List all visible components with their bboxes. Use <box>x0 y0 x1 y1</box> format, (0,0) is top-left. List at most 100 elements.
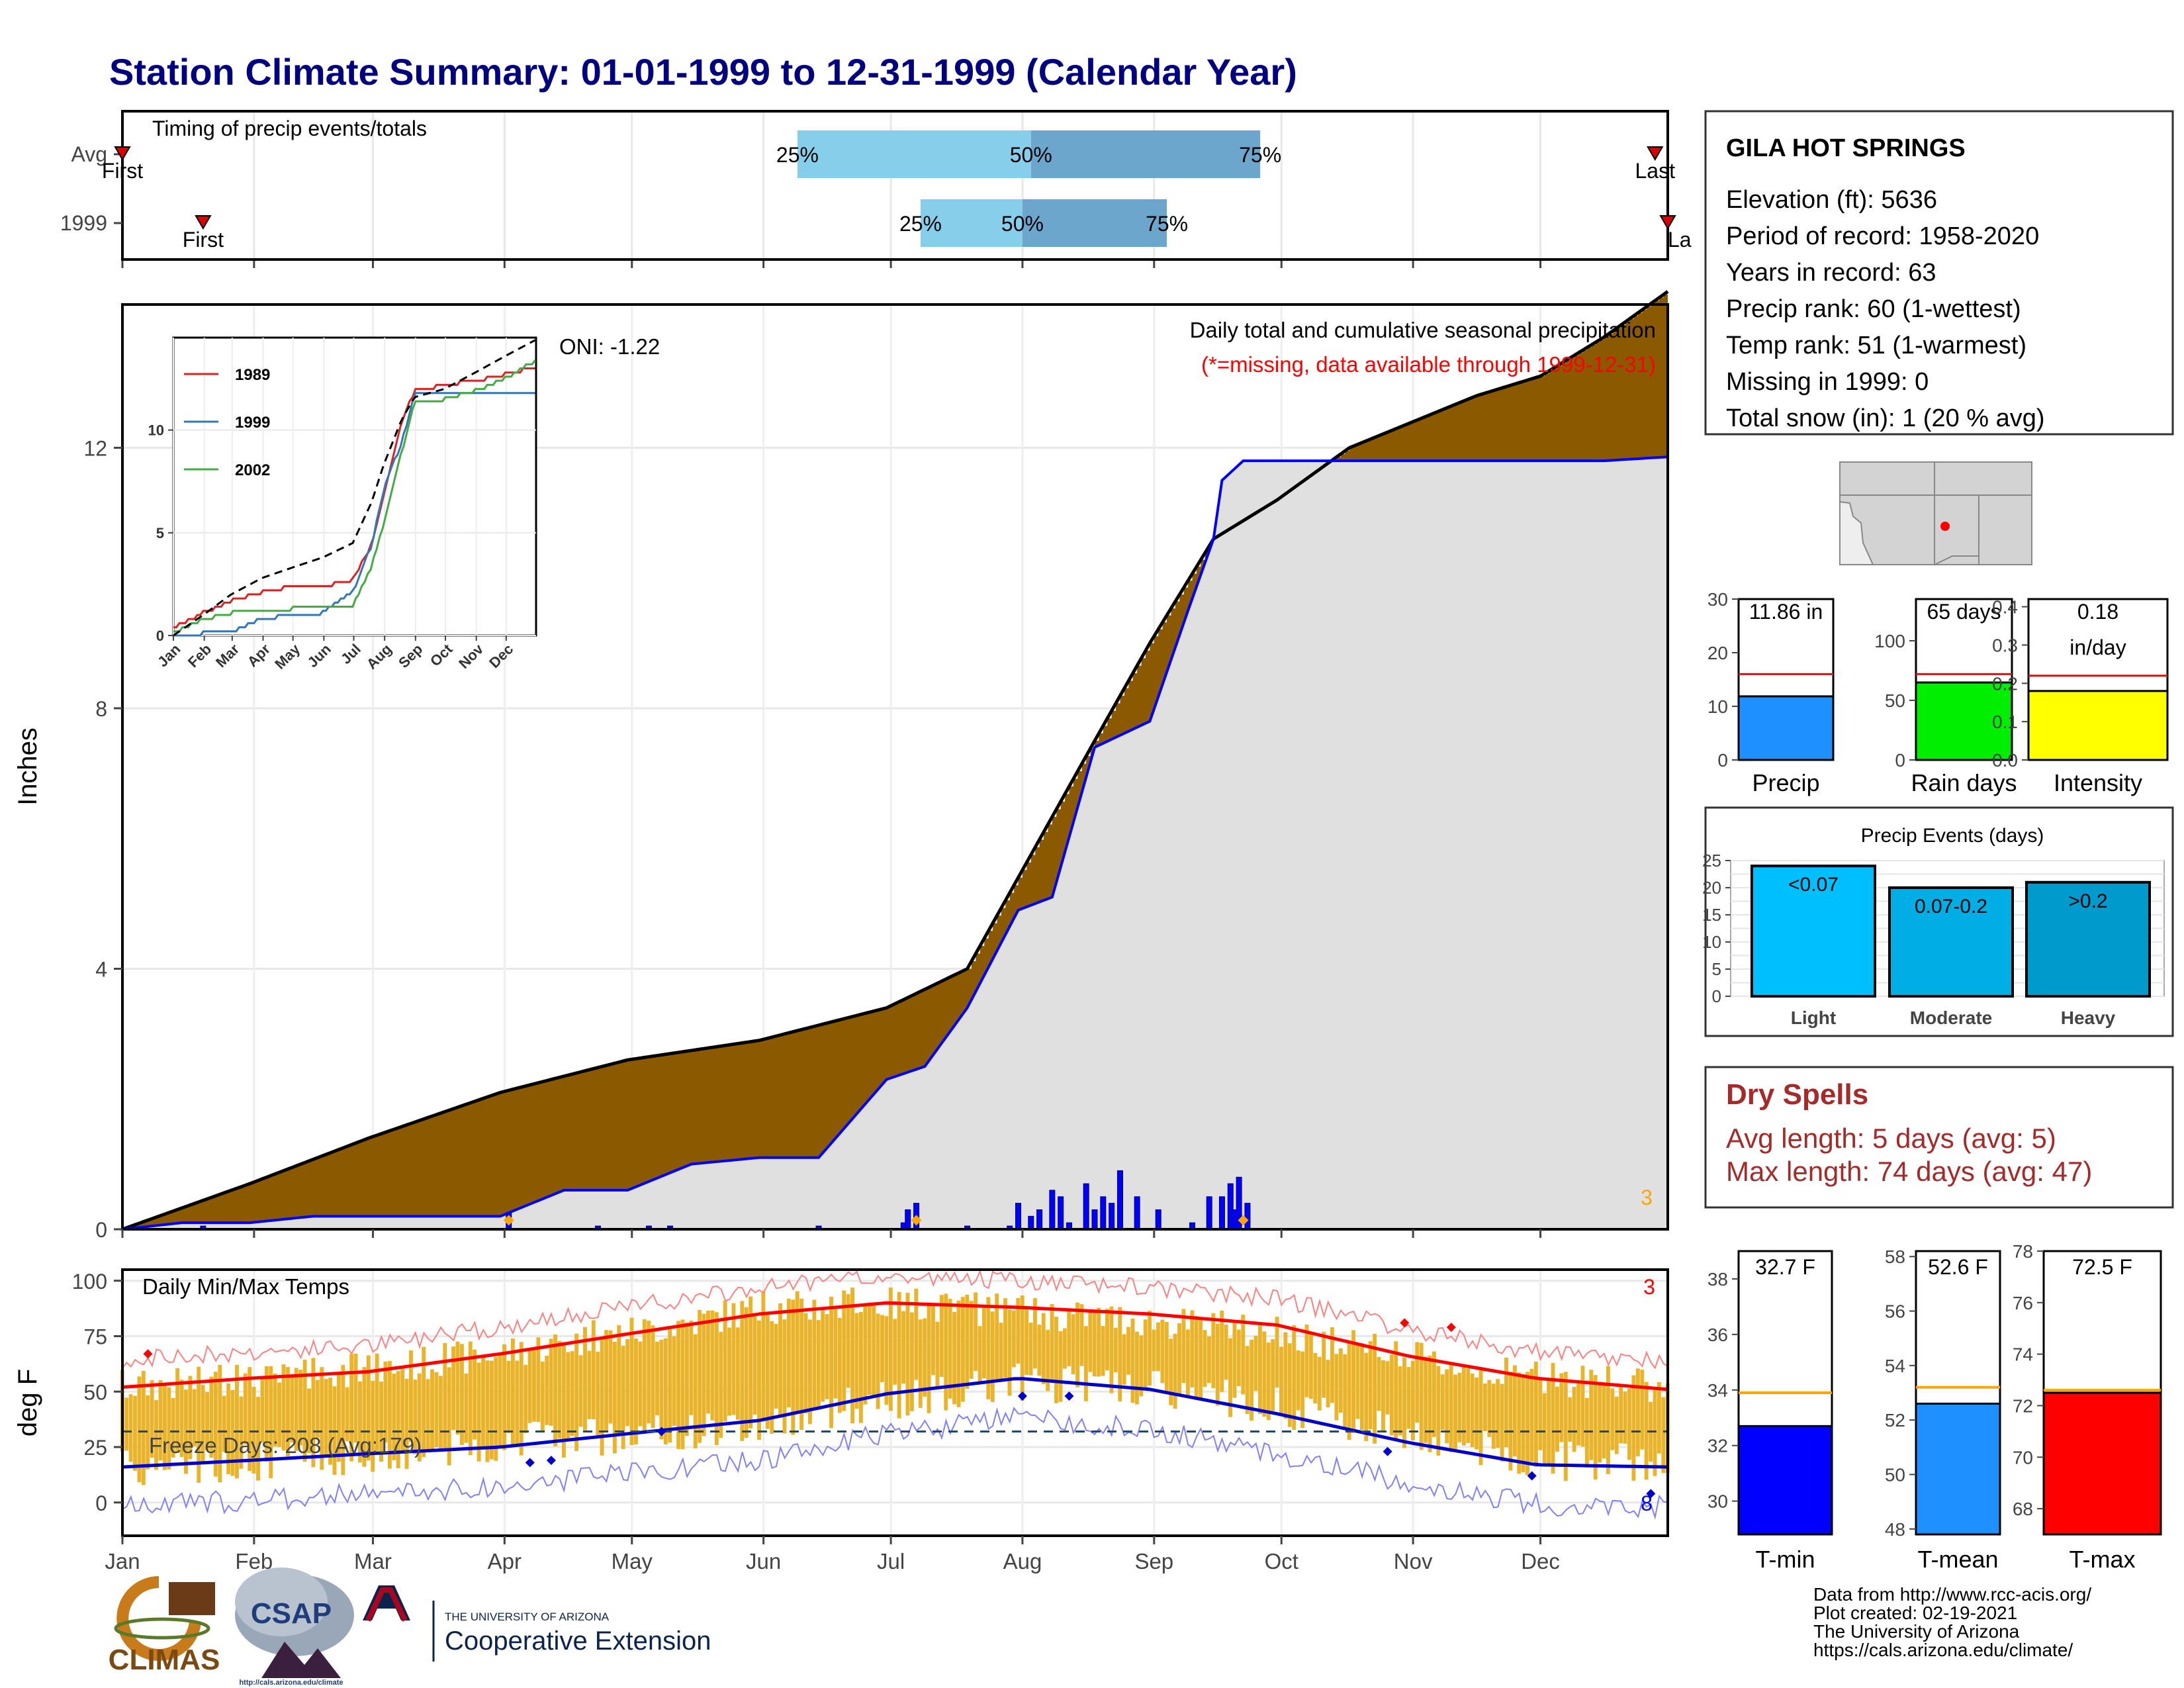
daily-temp-bar <box>1271 1339 1275 1411</box>
daily-temp-bar <box>651 1325 655 1429</box>
daily-temp-bar <box>188 1376 193 1460</box>
daily-temp-bar <box>1062 1328 1067 1369</box>
timing-first-label: First <box>102 159 143 183</box>
daily-temp-bar <box>1250 1339 1254 1421</box>
timing-p50-label: 50% <box>1001 212 1044 236</box>
daily-temp-bar <box>774 1323 778 1409</box>
daily-temp-bar <box>150 1380 154 1458</box>
daily-temp-bar <box>596 1351 600 1435</box>
daily-temp-bar <box>1606 1366 1610 1474</box>
month-axis-label: Jan <box>105 1549 140 1573</box>
daily-temp-bar <box>752 1315 757 1415</box>
event-bar-label: Light <box>1791 1008 1836 1028</box>
temp-minibar-tick-label: 52 <box>1885 1410 1905 1430</box>
daily-temp-bar <box>485 1360 490 1462</box>
daily-temp-bar <box>1496 1379 1500 1448</box>
event-bar <box>1888 886 2014 998</box>
annual-totals-bars: 0 10 20 30 11.86 in Precip 0 50 100 65 days Rain d… <box>1707 589 2169 796</box>
daily-temp-bar <box>1326 1360 1330 1408</box>
daily-temp-bar <box>137 1376 142 1483</box>
precip-y-tick-label: 4 <box>95 957 107 981</box>
daily-temp-bar <box>1296 1350 1300 1411</box>
daily-temp-bar <box>909 1312 914 1411</box>
event-bar-label: Heavy <box>2061 1008 2116 1028</box>
timing-first-label: First <box>183 228 224 252</box>
daily-temp-bar <box>366 1355 371 1461</box>
mini-bar-value-label: 0.18 <box>2077 600 2118 624</box>
temp-minibar-tick-label: 78 <box>2013 1241 2033 1262</box>
daily-temp-bar <box>371 1381 375 1472</box>
precip-y-tick-label: 0 <box>95 1218 107 1242</box>
daily-temp-bar <box>867 1305 872 1395</box>
daily-temp-bar <box>251 1387 256 1474</box>
daily-temp-bar <box>854 1313 859 1409</box>
timing-bar-upper <box>1030 130 1261 178</box>
daily-temp-bar <box>1525 1372 1529 1476</box>
daily-temp-bar <box>358 1382 362 1463</box>
daily-temp-bar <box>1584 1397 1589 1468</box>
daily-temp-bar <box>1389 1354 1394 1436</box>
daily-temp-bar <box>154 1400 159 1470</box>
daily-precip-bar <box>1058 1196 1064 1230</box>
daily-temp-bar <box>1461 1364 1466 1446</box>
inset-line-2002 <box>173 359 536 633</box>
daily-temp-bar <box>1334 1354 1339 1421</box>
daily-temp-bar <box>698 1309 702 1443</box>
daily-temp-bar <box>341 1365 345 1476</box>
daily-temp-bar <box>523 1364 528 1433</box>
daily-temp-bar <box>1232 1321 1237 1398</box>
daily-temp-bar <box>1589 1370 1594 1460</box>
daily-temp-bar <box>1283 1332 1288 1419</box>
daily-temp-bar <box>757 1320 761 1440</box>
inset-y-tick-label: 0 <box>156 628 164 644</box>
daily-temp-bar <box>239 1396 244 1469</box>
timing-last-label: La <box>1668 228 1692 252</box>
daily-temp-bar <box>260 1378 265 1443</box>
daily-temp-bar <box>451 1346 456 1430</box>
daily-temp-bar <box>1453 1374 1457 1450</box>
daily-temp-bar <box>294 1368 298 1452</box>
events-y-tick-label: 20 <box>1702 878 1721 898</box>
daily-temp-bar <box>1118 1307 1122 1402</box>
temp-minibar-tick-label: 56 <box>1885 1301 1905 1322</box>
station-temp-rank: Temp rank: 51 (1-warmest) <box>1726 332 2026 359</box>
mini-bar-value-label: 65 days <box>1927 600 2001 624</box>
daily-temp-bar <box>141 1370 146 1485</box>
daily-temp-bar <box>1088 1309 1093 1372</box>
inset-legend-label: 1989 <box>235 366 270 384</box>
daily-temp-bar <box>791 1299 796 1435</box>
daily-temp-bar <box>1236 1329 1241 1387</box>
daily-temp-bar <box>837 1317 842 1413</box>
record-low-marker <box>546 1456 556 1466</box>
daily-temp-bar <box>146 1395 150 1470</box>
daily-temp-bar <box>264 1366 269 1462</box>
daily-temp-bar <box>158 1380 163 1461</box>
temp-minibar-tick-label: 58 <box>1885 1246 1905 1267</box>
precip-y-tick-label: 8 <box>95 697 107 721</box>
daily-temp-bar <box>1067 1309 1071 1366</box>
daily-temp-bar <box>604 1330 608 1431</box>
daily-temp-bar <box>473 1349 477 1440</box>
daily-temp-bar <box>710 1310 715 1421</box>
footer-data-source: Data from http://www.rcc-acis.org/ <box>1813 1584 2091 1605</box>
events-y-tick-label: 5 <box>1712 959 1721 979</box>
daily-temp-bar <box>990 1311 995 1402</box>
inset-legend-label: 1999 <box>235 414 270 432</box>
mini-bar-value-label: 11.86 in <box>1749 600 1823 624</box>
daily-temp-bar <box>222 1395 226 1452</box>
daily-temp-bar <box>362 1367 367 1467</box>
daily-temp-bar <box>1279 1346 1283 1415</box>
daily-temp-bar <box>489 1360 494 1460</box>
daily-temp-bar <box>1164 1321 1169 1393</box>
daily-temp-bar <box>1504 1357 1508 1448</box>
daily-temp-bar <box>566 1352 570 1440</box>
daily-temp-bar <box>1568 1397 1572 1442</box>
daily-temp-bar <box>1440 1374 1445 1430</box>
temp-y-tick-label: 25 <box>83 1436 107 1460</box>
daily-temp-bar <box>230 1390 235 1476</box>
daily-temp-bar <box>1533 1362 1538 1467</box>
daily-temp-bar <box>1377 1356 1381 1411</box>
daily-temp-bar <box>680 1319 685 1450</box>
daily-temp-bar <box>702 1313 706 1436</box>
daily-temp-bar <box>1355 1343 1360 1419</box>
